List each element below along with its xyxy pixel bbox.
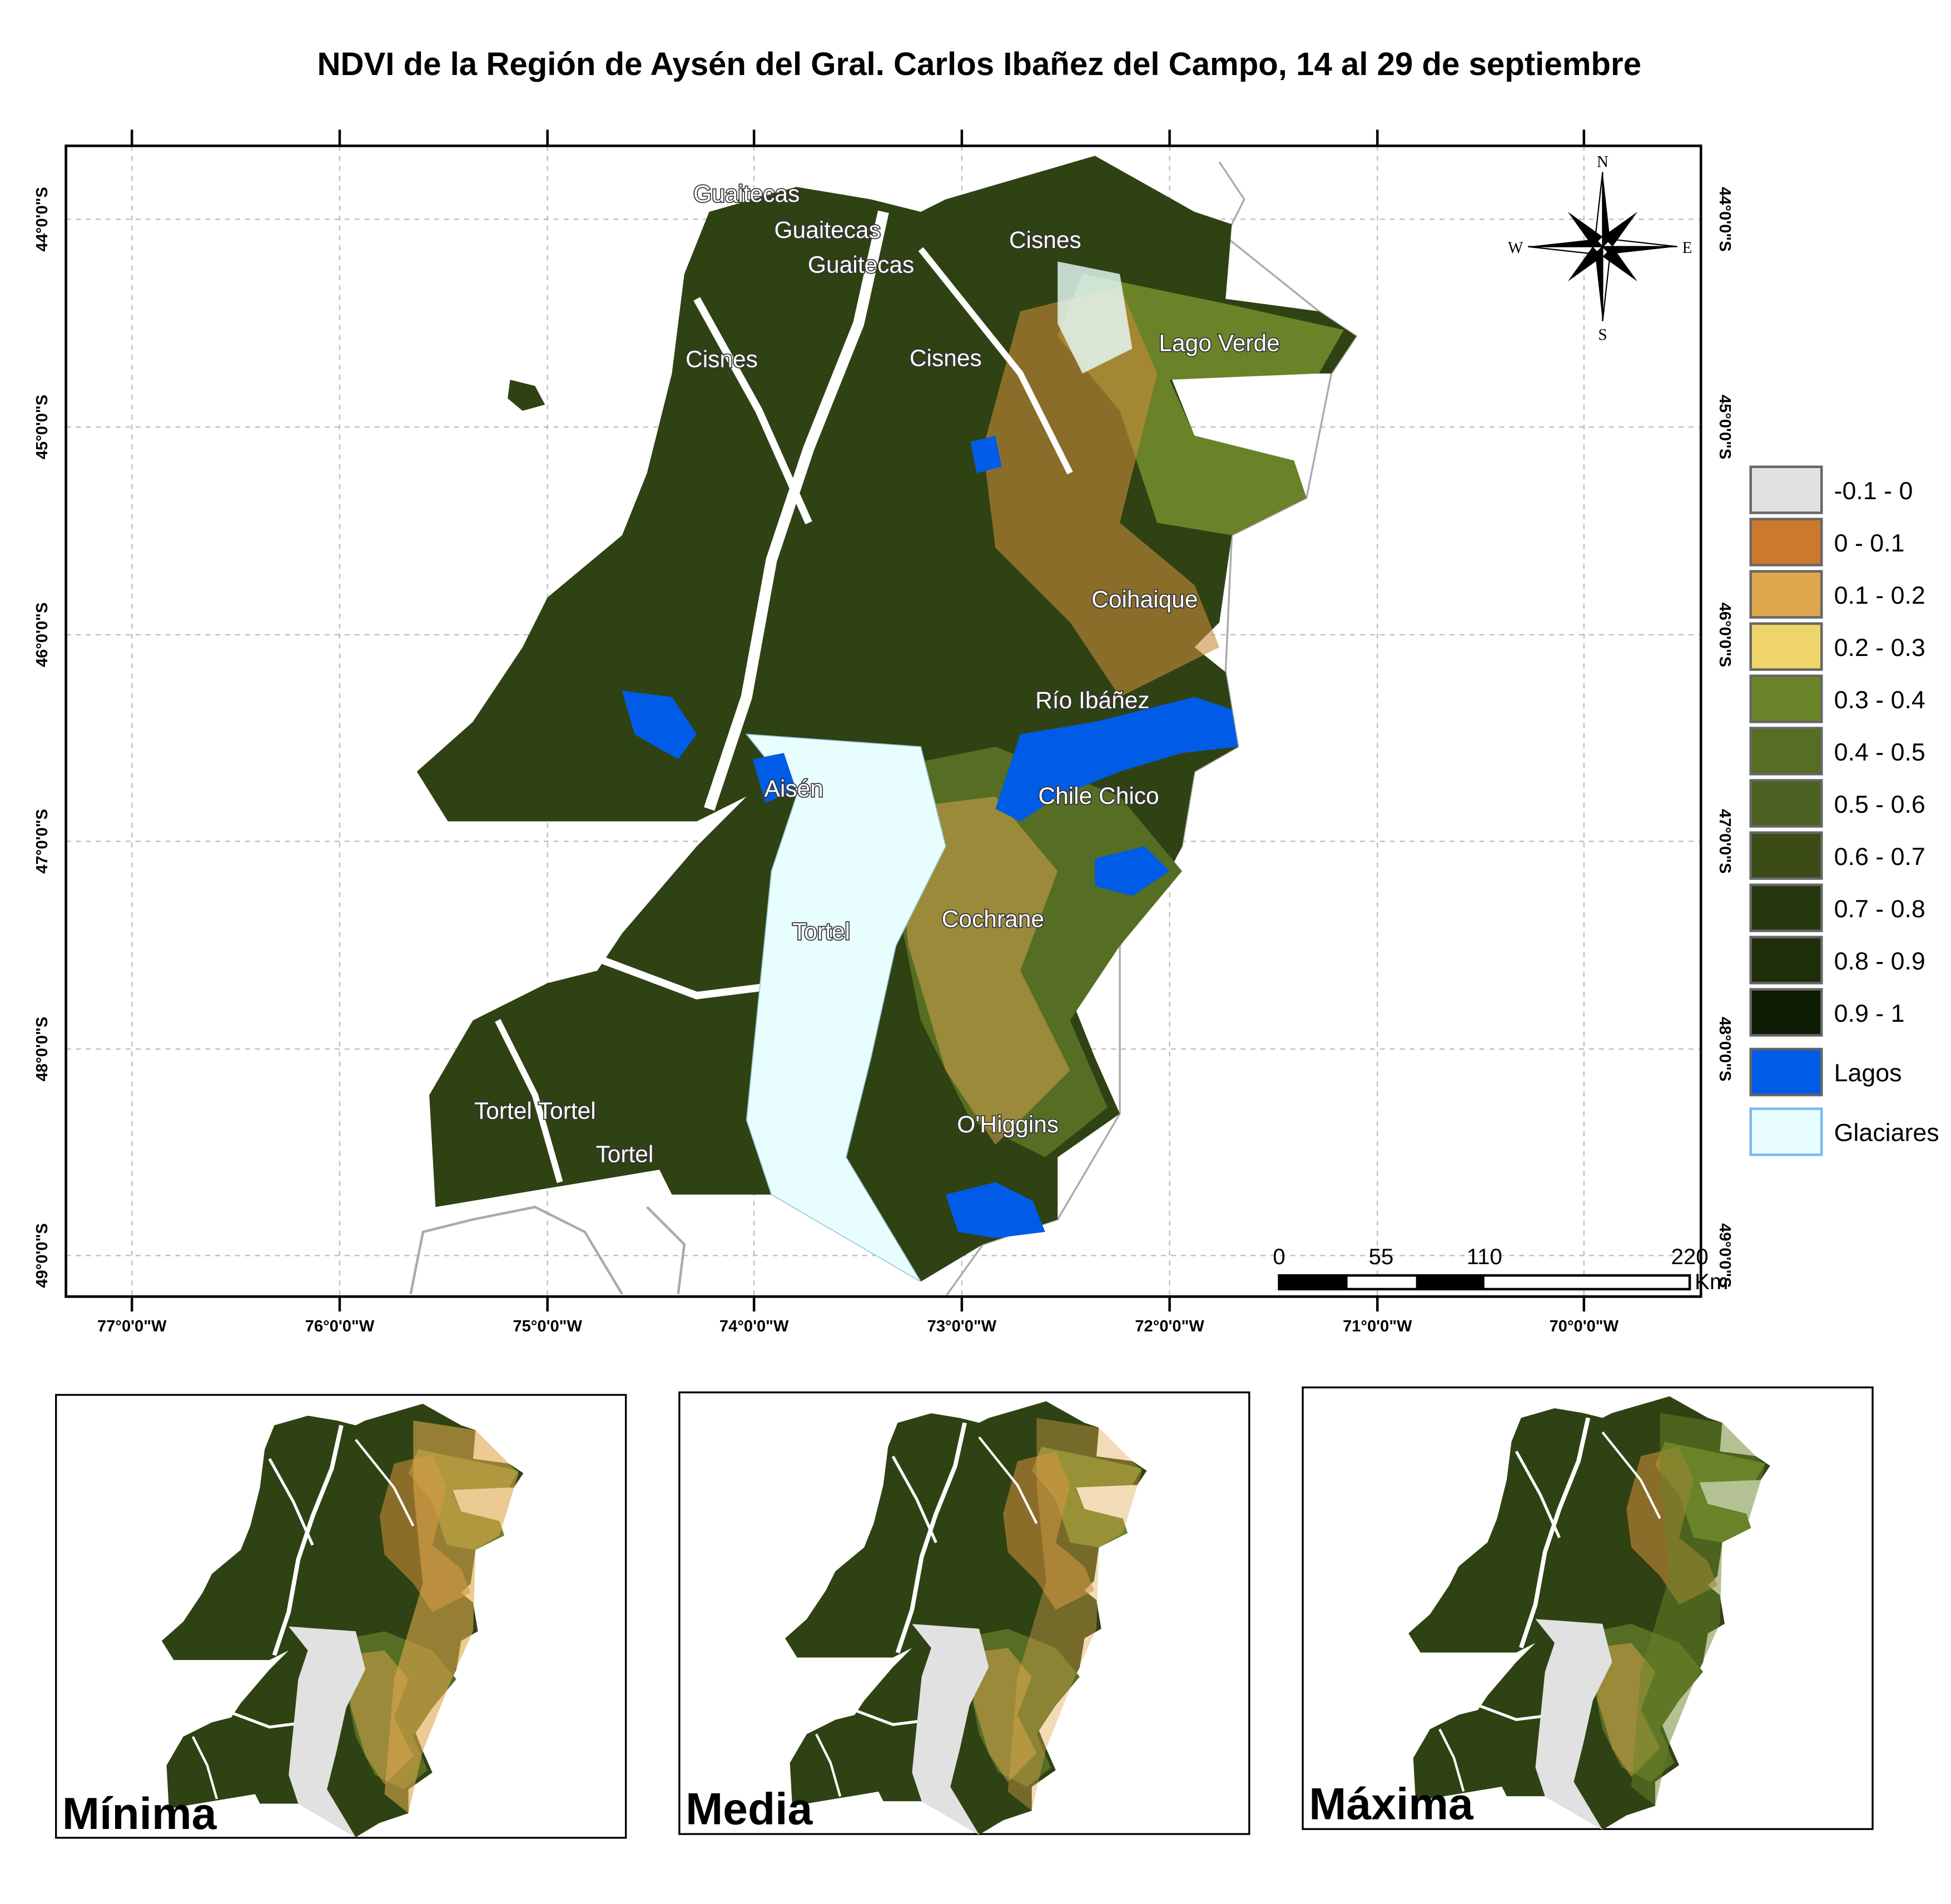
legend-swatch xyxy=(1749,831,1823,880)
legend-label: 0.3 - 0.4 xyxy=(1834,686,1925,714)
place-label: Aisén xyxy=(764,776,823,802)
lat-label: 49°0'0"S xyxy=(1716,1223,1734,1287)
legend: -0.1 - 0 0 - 0.1 0.1 - 0.2 0.2 - 0.3 0.3 - 0… xyxy=(1749,465,1939,1156)
main-map: Guaitecas Guaitecas Guaitecas Cisnes Cis… xyxy=(33,130,1734,1335)
lat-labels-right: 44°0'0"S 45°0'0"S 46°0'0"S 47°0'0"S 48°0… xyxy=(1716,187,1734,1288)
coast-islands xyxy=(508,380,545,411)
lon-label: 77°0'0"W xyxy=(97,1318,167,1335)
lat-label: 48°0'0"S xyxy=(1716,1017,1734,1081)
legend-swatch xyxy=(1749,883,1823,932)
place-label: Guaitecas xyxy=(775,217,881,243)
place-label: Chile Chico xyxy=(1038,783,1159,809)
legend-swatch xyxy=(1749,1107,1823,1156)
legend-label: Glaciares xyxy=(1834,1119,1939,1147)
legend-label: 0.7 - 0.8 xyxy=(1834,895,1925,923)
compass-s: S xyxy=(1598,326,1607,344)
axis-ticks xyxy=(130,130,1586,1312)
inset-minima: Mínima xyxy=(55,1394,627,1839)
ice-field-north xyxy=(1058,261,1133,374)
place-label: Lago Verde xyxy=(1159,331,1279,357)
legend-swatch xyxy=(1749,518,1823,566)
place-label: Cisnes xyxy=(910,345,982,371)
place-label: Cochrane xyxy=(942,907,1044,933)
lat-label: 44°0'0"S xyxy=(1716,187,1734,251)
legend-label: -0.1 - 0 xyxy=(1834,477,1913,505)
place-label: Cisnes xyxy=(1009,227,1081,253)
place-label: Río Ibáñez xyxy=(1035,688,1150,714)
lat-labels-left: 44°0'0"S 45°0'0"S 46°0'0"S 47°0'0"S 48°0… xyxy=(33,187,51,1288)
legend-label: 0.9 - 1 xyxy=(1834,1000,1905,1027)
lon-label: 71°0'0"W xyxy=(1343,1318,1412,1335)
legend-label: 0.2 - 0.3 xyxy=(1834,634,1925,662)
legend-label: 0.1 - 0.2 xyxy=(1834,581,1925,609)
compass-w: W xyxy=(1508,239,1523,257)
legend-swatch xyxy=(1749,988,1823,1037)
legend-label: 0 - 0.1 xyxy=(1834,529,1905,557)
lon-label: 70°0'0"W xyxy=(1550,1318,1619,1335)
compass-n: N xyxy=(1597,153,1609,171)
inset-media: Media xyxy=(678,1391,1250,1835)
lon-label: 72°0'0"W xyxy=(1135,1318,1204,1335)
north-arrow-icon: N S E W xyxy=(1508,153,1692,344)
place-label: Guaitecas xyxy=(693,181,800,207)
legend-swatch xyxy=(1749,674,1823,723)
legend-label: 0.5 - 0.6 xyxy=(1834,791,1925,818)
lon-label: 74°0'0"W xyxy=(719,1318,789,1335)
lat-label: 46°0'0"S xyxy=(1716,603,1734,667)
lat-label: 47°0'0"S xyxy=(1716,809,1734,873)
scale-label: 220 xyxy=(1671,1244,1708,1269)
lat-label: 48°0'0"S xyxy=(33,1017,51,1081)
legend-label: 0.8 - 0.9 xyxy=(1834,947,1925,975)
legend-swatch xyxy=(1749,1047,1823,1097)
scale-label: 55 xyxy=(1369,1244,1394,1269)
lat-label: 45°0'0"S xyxy=(1716,395,1734,459)
glacier-area xyxy=(745,733,946,1282)
lat-label: 45°0'0"S xyxy=(33,395,51,459)
legend-swatch xyxy=(1749,779,1823,828)
scale-bar: 0 55 110 220 Km xyxy=(1273,1244,1728,1294)
legend-swatch xyxy=(1749,465,1823,514)
place-label: O'Higgins xyxy=(957,1112,1059,1138)
place-label: Cisnes xyxy=(686,347,758,373)
inset-label: Máxima xyxy=(1309,1779,1474,1829)
place-label: Tortel xyxy=(595,1142,653,1168)
lon-label: 75°0'0"W xyxy=(513,1318,582,1335)
legend-swatch xyxy=(1749,570,1823,619)
legend-label: 0.6 - 0.7 xyxy=(1834,843,1925,871)
lat-label: 44°0'0"S xyxy=(33,187,51,251)
scale-label: 110 xyxy=(1467,1244,1502,1269)
place-label: Tortel xyxy=(792,919,850,945)
legend-label: Lagos xyxy=(1834,1059,1902,1087)
inset-maxima: Máxima xyxy=(1302,1386,1874,1830)
legend-swatch xyxy=(1749,622,1823,671)
inset-label: Mínima xyxy=(62,1789,217,1839)
grey-south-archipelago xyxy=(409,1205,686,1295)
scale-label: 0 xyxy=(1273,1244,1285,1269)
legend-swatch xyxy=(1749,936,1823,985)
map-title: NDVI de la Región de Aysén del Gral. Car… xyxy=(317,46,1641,82)
lon-label: 76°0'0"W xyxy=(305,1318,375,1335)
lon-label: 73°0'0"W xyxy=(927,1318,997,1335)
legend-label: 0.4 - 0.5 xyxy=(1834,738,1925,766)
place-label: Guaitecas xyxy=(808,252,914,279)
compass-e: E xyxy=(1682,239,1692,257)
place-label: Tortel Tortel xyxy=(474,1098,596,1124)
lat-label: 49°0'0"S xyxy=(33,1223,51,1287)
lakes xyxy=(622,435,1238,1239)
lat-label: 47°0'0"S xyxy=(33,809,51,873)
place-label: Coihaique xyxy=(1091,587,1198,613)
legend-swatch xyxy=(1749,727,1823,775)
lat-label: 46°0'0"S xyxy=(33,603,51,667)
place-labels: Guaitecas Guaitecas Guaitecas Cisnes Cis… xyxy=(473,180,1281,1169)
lon-labels: 77°0'0"W 76°0'0"W 75°0'0"W 74°0'0"W 73°0… xyxy=(97,1318,1619,1335)
inset-label: Media xyxy=(686,1784,813,1834)
